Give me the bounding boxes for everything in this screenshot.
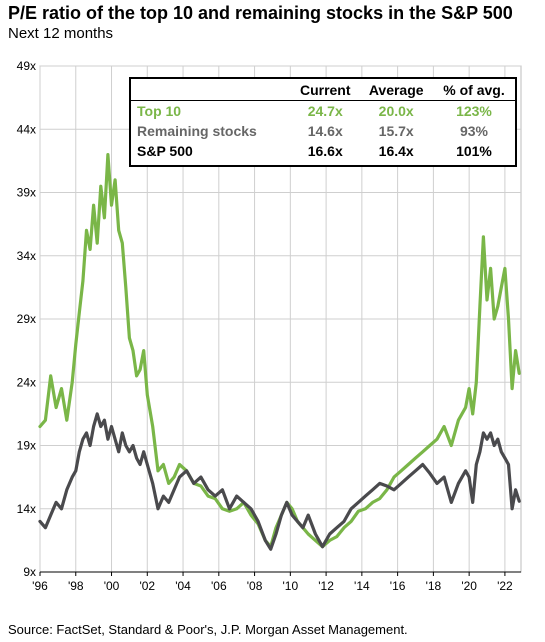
x-tick-label: '08 (247, 579, 263, 593)
summary-table: Current Average % of avg. Top 10 24.7x 2… (129, 77, 517, 167)
y-tick-label: 24x (17, 375, 36, 389)
table-header-pct: % of avg. (432, 79, 515, 101)
row-average: 15.7x (378, 123, 414, 139)
row-pct: 93% (459, 123, 488, 139)
source-note: Source: FactSet, Standard & Poor's, J.P.… (8, 622, 408, 637)
x-tick-label: '18 (426, 579, 442, 593)
y-tick-label: 49x (17, 59, 36, 73)
chart-subtitle: Next 12 months (8, 25, 114, 42)
table-row-remaining: Remaining stocks 14.6x 15.7x 93% (131, 121, 515, 141)
table-header-current: Current (291, 79, 360, 101)
x-tick-label: '04 (175, 579, 191, 593)
row-current: 16.6x (307, 143, 343, 159)
table-row-top10: Top 10 24.7x 20.0x 123% (131, 101, 515, 122)
row-pct: 101% (456, 143, 492, 159)
row-label: S&P 500 (137, 143, 193, 159)
y-axis-ticks: 9x 14x 19x 24x 29x 34x 39x 44x 49x (17, 59, 36, 579)
row-pct: 123% (456, 103, 492, 119)
x-tick-label: '98 (68, 579, 84, 593)
y-tick-label: 14x (17, 502, 36, 516)
chart-title: P/E ratio of the top 10 and remaining st… (8, 3, 513, 23)
x-tick-label: '20 (461, 579, 477, 593)
row-average: 16.4x (378, 143, 414, 159)
y-tick-label: 9x (23, 565, 36, 579)
row-label: Remaining stocks (137, 123, 257, 139)
table-header-average: Average (359, 79, 433, 101)
x-tick-label: '06 (211, 579, 227, 593)
x-tick-label: '96 (32, 579, 48, 593)
series-lines (38, 153, 521, 551)
y-tick-label: 39x (17, 186, 36, 200)
x-tick-label: '22 (497, 579, 513, 593)
x-axis-ticks: '96 '98 '00 '02 '04 '06 '08 '10 '12 '14 '16 '18 '20 '… (32, 571, 521, 593)
series-line-remaining (38, 412, 521, 551)
y-tick-label: 19x (17, 439, 36, 453)
x-tick-label: '14 (354, 579, 370, 593)
row-label: Top 10 (137, 103, 182, 119)
x-tick-label: '00 (104, 579, 120, 593)
x-tick-label: '16 (390, 579, 406, 593)
row-current: 14.6x (307, 123, 343, 139)
table-row-sp500: S&P 500 16.6x 16.4x 101% (131, 141, 515, 161)
row-average: 20.0x (378, 103, 414, 119)
row-current: 24.7x (307, 103, 343, 119)
table-header-blank (131, 79, 292, 101)
x-tick-label: '12 (318, 579, 334, 593)
y-tick-label: 44x (17, 122, 36, 136)
x-tick-label: '10 (283, 579, 299, 593)
x-tick-label: '02 (139, 579, 155, 593)
y-tick-label: 34x (17, 249, 36, 263)
y-tick-label: 29x (17, 312, 36, 326)
